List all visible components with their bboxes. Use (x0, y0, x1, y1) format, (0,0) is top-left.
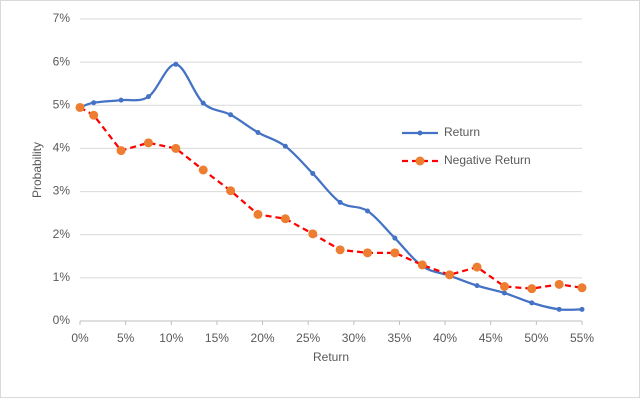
point (445, 270, 455, 280)
x-tick-label: 5% (117, 331, 135, 345)
point (579, 306, 585, 312)
point (474, 283, 480, 289)
x-tick-label: 30% (342, 331, 366, 345)
point (143, 138, 153, 148)
point (228, 112, 234, 118)
x-axis-label: Return (313, 350, 349, 364)
x-tick-label: 0% (71, 331, 89, 345)
point (472, 262, 482, 272)
point (116, 146, 126, 156)
point (529, 300, 535, 306)
point (365, 208, 371, 214)
point (89, 110, 99, 120)
point (145, 94, 151, 100)
x-tick-label: 45% (479, 331, 503, 345)
y-tick-label: 3% (53, 184, 71, 198)
point (554, 279, 564, 289)
series-line (79, 106, 583, 290)
point (91, 100, 97, 106)
point (335, 245, 345, 255)
point (282, 143, 288, 149)
x-tick-label: 50% (524, 331, 548, 345)
point (577, 283, 587, 293)
point (499, 281, 509, 291)
point (527, 284, 537, 294)
point (556, 306, 562, 312)
x-tick-label: 20% (251, 331, 275, 345)
y-tick-label: 4% (53, 141, 71, 155)
point (75, 102, 85, 112)
legend-label: Negative Return (444, 153, 531, 167)
point (501, 290, 507, 296)
y-tick-label: 0% (53, 313, 71, 327)
point (363, 248, 373, 258)
point (171, 143, 181, 153)
legend-marker (417, 130, 423, 136)
y-tick-label: 7% (53, 11, 71, 25)
x-tick-label: 40% (433, 331, 457, 345)
point (392, 235, 398, 241)
point (255, 129, 261, 135)
point (198, 165, 208, 175)
point (337, 199, 343, 205)
point (173, 61, 179, 67)
x-tick-label: 25% (296, 331, 320, 345)
legend-marker (415, 156, 425, 166)
legend-label: Return (444, 125, 480, 139)
point (226, 186, 236, 196)
x-tick-label: 10% (159, 331, 183, 345)
point (417, 260, 427, 270)
y-tick-label: 2% (53, 227, 71, 241)
point (280, 214, 290, 224)
y-tick-label: 5% (53, 97, 71, 111)
y-tick-label: 6% (53, 54, 71, 68)
y-axis-label: Probability (30, 142, 44, 198)
point (310, 170, 316, 176)
point (308, 229, 318, 239)
y-tick-label: 1% (53, 270, 71, 284)
x-tick-label: 15% (205, 331, 229, 345)
x-tick-label: 35% (387, 331, 411, 345)
x-tick-label: 55% (570, 331, 594, 345)
point (118, 97, 124, 103)
point (253, 209, 263, 219)
point (390, 248, 400, 258)
point (200, 100, 206, 106)
